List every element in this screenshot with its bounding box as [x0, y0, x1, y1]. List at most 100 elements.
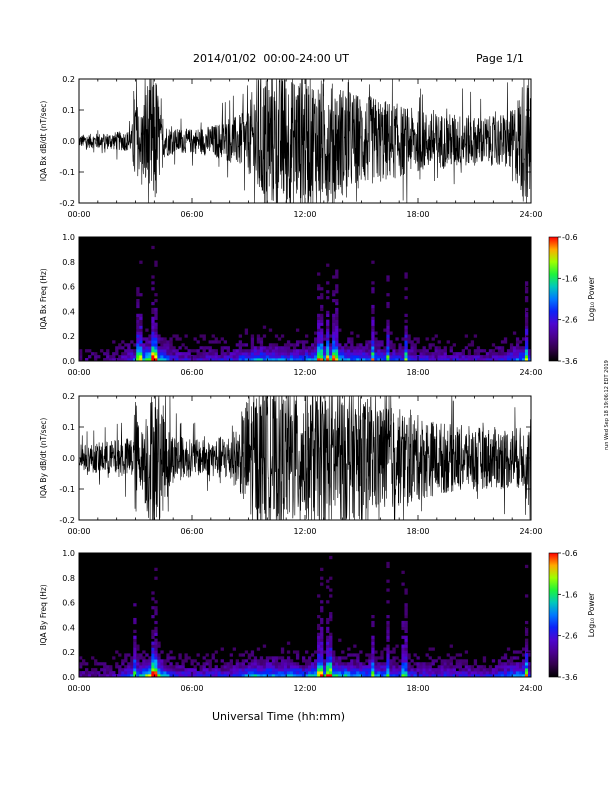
spectrogram-cell	[404, 668, 408, 672]
spectrogram-cell	[82, 674, 86, 678]
colorbar-tick-label: -0.6	[562, 549, 578, 558]
spectrogram-cell	[127, 346, 131, 350]
spectrogram-cell	[317, 296, 321, 300]
spectrogram-cell	[524, 662, 529, 666]
spectrogram-cell	[452, 355, 456, 359]
spectrogram-cell	[178, 337, 182, 341]
spectrogram-cell	[380, 355, 384, 359]
spectrogram-cell	[356, 659, 360, 663]
spectrogram-cell	[338, 355, 342, 359]
spectrogram-cell	[151, 644, 155, 648]
spectrogram-cell	[323, 358, 327, 362]
spectrogram-cell	[262, 665, 267, 669]
spectrogram-cell	[371, 644, 375, 648]
spectrogram-cell	[172, 352, 176, 356]
x-tick-label: 00:00	[67, 368, 90, 377]
spectrogram-cell	[157, 653, 161, 657]
spectrogram-cell	[268, 343, 273, 347]
spectrogram-cell	[524, 319, 529, 323]
spectrogram-cell	[359, 650, 363, 654]
spectrogram-cell	[169, 349, 173, 353]
spectrogram-cell	[112, 355, 116, 359]
spectrogram-cell	[208, 659, 212, 663]
spectrogram-cell	[500, 358, 505, 362]
spectrogram-cell	[199, 358, 203, 362]
spectrogram-cell	[401, 352, 405, 356]
spectrogram-cell	[169, 671, 173, 675]
spectrogram-cell	[332, 355, 336, 359]
spectrogram-cell	[196, 671, 200, 675]
spectrogram-cell	[332, 275, 336, 279]
spectrogram-cell	[341, 665, 345, 669]
spectrogram-cell	[223, 352, 227, 356]
spectrogram-cell	[326, 662, 330, 666]
spectrogram-cell	[470, 671, 475, 675]
spectrogram-cell	[410, 352, 414, 356]
spectrogram-cell	[386, 659, 390, 663]
spectrogram-cell	[527, 349, 532, 353]
spectrogram-cell	[371, 287, 375, 291]
spectrogram-cell	[139, 319, 143, 323]
spectrogram-cell	[280, 358, 285, 362]
spectrogram-cell	[277, 355, 282, 359]
spectrogram-cell	[178, 352, 182, 356]
spectrogram-cell	[371, 674, 375, 678]
spectrogram-cell	[256, 349, 261, 353]
spectrogram-cell	[305, 346, 309, 350]
spectrogram-cell	[500, 352, 505, 356]
spectrogram-cell	[142, 346, 146, 350]
spectrogram-cell	[443, 346, 447, 350]
spectrogram-cell	[154, 674, 158, 678]
spectrogram-cell	[476, 358, 481, 362]
spectrogram-cell	[491, 349, 496, 353]
spectrogram-cell	[202, 358, 206, 362]
spectrogram-cell	[386, 674, 390, 678]
spectrogram-cell	[371, 620, 375, 625]
spectrogram-cell	[353, 674, 357, 678]
spectrogram-cell	[401, 570, 405, 574]
spectrogram-cell	[256, 355, 261, 359]
spectrogram-cell	[214, 355, 218, 359]
spectrogram-cell	[320, 328, 324, 332]
y-tick-label: 0.2	[62, 332, 75, 341]
spectrogram-cell	[295, 653, 300, 657]
spectrogram-cell	[157, 659, 161, 663]
spectrogram-cell	[365, 355, 369, 359]
spectrogram-cell	[109, 668, 113, 672]
spectrogram-cell	[347, 671, 351, 675]
spectrogram-cell	[274, 343, 279, 347]
x-tick-label: 06:00	[180, 527, 203, 536]
spectrogram-cell	[518, 671, 523, 675]
spectrogram-cell	[353, 349, 357, 353]
spectrogram-cell	[335, 325, 339, 329]
spectrogram-cell	[178, 358, 182, 362]
spectrogram-cell	[377, 671, 381, 675]
spectrogram-cell	[386, 561, 390, 566]
spectrogram-cell	[365, 665, 369, 669]
spectrogram-cell	[326, 656, 330, 660]
spectrogram-cell	[335, 301, 339, 306]
spectrogram-cell	[148, 674, 152, 678]
spectrogram-cell	[320, 349, 324, 353]
spectrogram-cell	[148, 343, 152, 347]
spectrogram-cell	[82, 659, 86, 663]
spectrogram-cell	[308, 352, 312, 356]
spectrogram-cell	[500, 340, 505, 344]
spectrogram-cell	[229, 659, 233, 663]
spectrogram-cell	[371, 623, 375, 628]
spectrogram-cell	[232, 358, 236, 362]
spectrogram-cell	[449, 656, 453, 660]
spectrogram-cell	[524, 284, 529, 288]
spectrogram-cell	[386, 620, 390, 625]
spectrogram-cell	[199, 334, 203, 338]
spectrogram-cell	[407, 352, 411, 356]
spectrogram-cell	[166, 346, 170, 350]
spectrogram-cell	[301, 659, 306, 663]
spectrogram-cell	[476, 355, 481, 359]
spectrogram-cell	[317, 641, 321, 645]
spectrogram-cell	[404, 674, 408, 678]
spectrogram-cell	[515, 650, 520, 654]
spectrogram-cell	[139, 349, 143, 353]
spectrogram-cell	[524, 331, 529, 335]
spectrogram-cell	[371, 650, 375, 654]
